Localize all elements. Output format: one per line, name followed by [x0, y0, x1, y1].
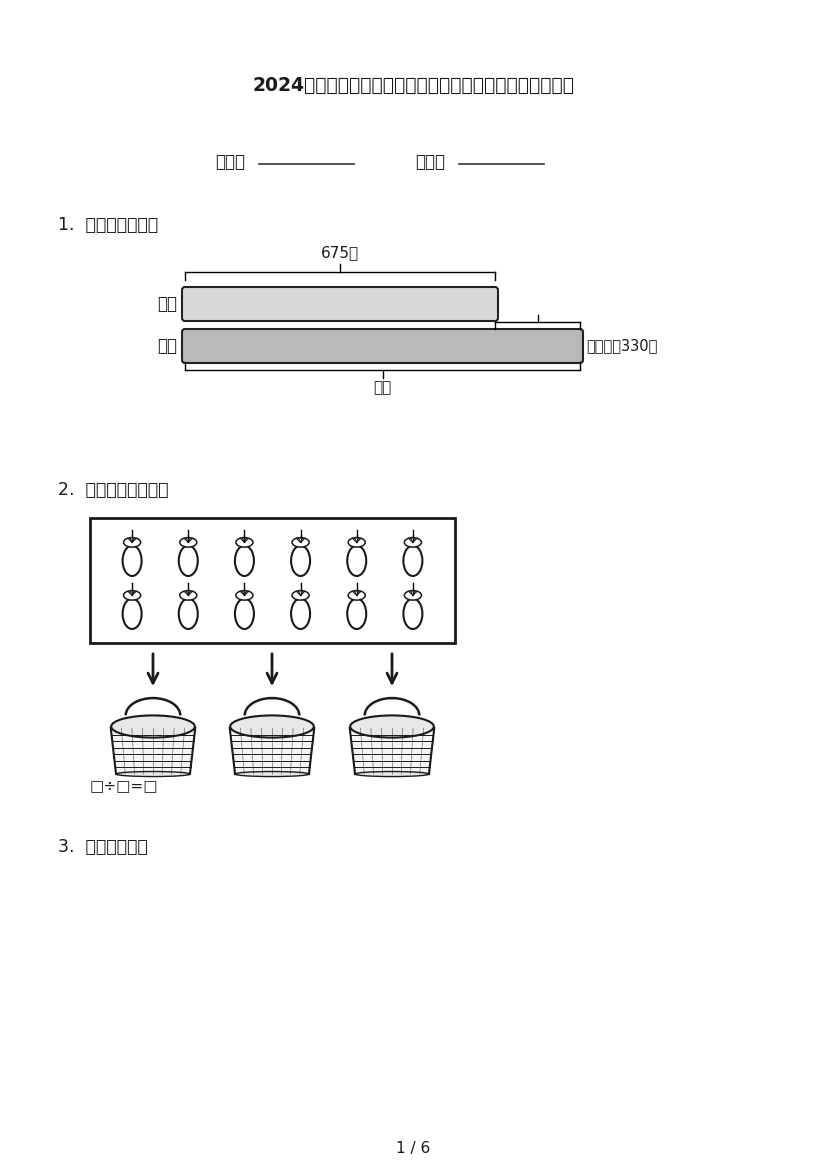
Ellipse shape: [178, 546, 197, 576]
Text: 比白兔多330只: 比白兔多330只: [586, 339, 657, 353]
Ellipse shape: [292, 590, 309, 600]
Ellipse shape: [405, 538, 421, 547]
Text: 黑兔: 黑兔: [157, 337, 177, 355]
Polygon shape: [349, 728, 434, 774]
Text: ？只: ？只: [373, 380, 392, 395]
Ellipse shape: [180, 538, 197, 547]
Text: 2024年苏教版二年级数学上册看图列式计算专项综合练习题: 2024年苏教版二年级数学上册看图列式计算专项综合练习题: [252, 76, 574, 95]
Ellipse shape: [350, 715, 434, 738]
Ellipse shape: [236, 538, 253, 547]
Text: 2.  看图列式并计算。: 2. 看图列式并计算。: [58, 480, 169, 499]
Ellipse shape: [355, 772, 429, 776]
Text: 675只: 675只: [321, 245, 359, 260]
Ellipse shape: [405, 590, 421, 600]
Ellipse shape: [347, 599, 366, 629]
Text: 白兔: 白兔: [157, 295, 177, 313]
Ellipse shape: [291, 546, 310, 576]
Ellipse shape: [235, 772, 309, 776]
Ellipse shape: [124, 590, 140, 600]
Text: 3.  看图写算式。: 3. 看图写算式。: [58, 838, 148, 856]
FancyBboxPatch shape: [182, 328, 583, 364]
Ellipse shape: [347, 546, 366, 576]
Ellipse shape: [235, 599, 254, 629]
Ellipse shape: [291, 599, 310, 629]
Ellipse shape: [403, 599, 422, 629]
Ellipse shape: [235, 546, 254, 576]
Polygon shape: [111, 728, 195, 774]
Ellipse shape: [349, 590, 365, 600]
Text: 1.  看图列式计算。: 1. 看图列式计算。: [58, 216, 158, 234]
Ellipse shape: [112, 715, 195, 738]
Ellipse shape: [349, 538, 365, 547]
Ellipse shape: [180, 590, 197, 600]
Ellipse shape: [292, 538, 309, 547]
Ellipse shape: [230, 715, 314, 738]
Ellipse shape: [116, 772, 190, 776]
Text: 姓名：: 姓名：: [415, 153, 445, 171]
Text: 1 / 6: 1 / 6: [396, 1141, 430, 1155]
Ellipse shape: [124, 538, 140, 547]
Ellipse shape: [122, 599, 141, 629]
Ellipse shape: [403, 546, 422, 576]
Polygon shape: [230, 728, 314, 774]
Bar: [90, 518, 455, 643]
Ellipse shape: [122, 546, 141, 576]
Text: □÷□=□: □÷□=□: [90, 780, 159, 795]
FancyBboxPatch shape: [182, 288, 498, 321]
Ellipse shape: [236, 590, 253, 600]
Text: 班级：: 班级：: [215, 153, 245, 171]
Ellipse shape: [178, 599, 197, 629]
